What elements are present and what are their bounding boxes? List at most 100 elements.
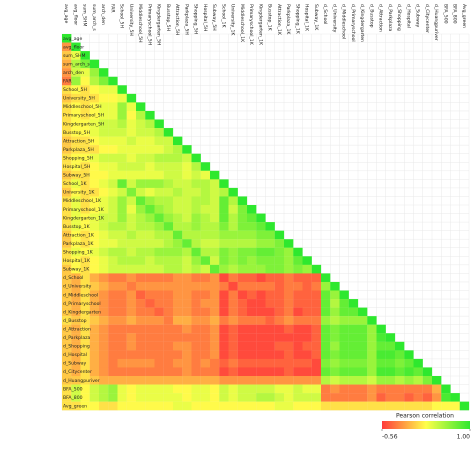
cell xyxy=(265,264,275,274)
cell xyxy=(89,59,100,69)
cell xyxy=(154,324,164,334)
cell xyxy=(163,162,174,171)
cell xyxy=(376,401,386,411)
cell xyxy=(182,145,192,154)
cell xyxy=(321,333,331,342)
cell xyxy=(321,324,331,334)
column-label: BFA_800 xyxy=(452,4,458,24)
cell xyxy=(117,153,127,163)
cell xyxy=(89,401,100,411)
cell xyxy=(62,162,72,171)
cell xyxy=(237,341,248,351)
cell xyxy=(348,401,359,411)
cell xyxy=(154,128,164,137)
cell xyxy=(191,213,201,223)
cell xyxy=(191,170,201,180)
cell xyxy=(265,324,275,334)
cell xyxy=(89,76,100,86)
cell xyxy=(256,324,266,334)
cell xyxy=(62,376,72,385)
cell xyxy=(163,239,174,248)
cell xyxy=(126,213,137,223)
cell xyxy=(154,350,164,359)
cell xyxy=(302,316,312,325)
cell xyxy=(62,384,72,394)
cell xyxy=(210,393,220,402)
row-label: Subway_1K xyxy=(63,267,90,273)
cell xyxy=(182,222,192,231)
cell xyxy=(358,367,368,377)
cell xyxy=(237,299,248,308)
cell xyxy=(321,307,331,317)
cell xyxy=(117,239,127,248)
column-label: d_Primaryschool xyxy=(350,4,356,42)
cell xyxy=(80,213,90,223)
cell xyxy=(182,333,192,342)
cell xyxy=(173,358,183,368)
cell xyxy=(117,273,127,283)
cell xyxy=(62,59,72,69)
cell xyxy=(210,222,220,231)
cell xyxy=(80,230,90,240)
row-label: Busstop_1K xyxy=(63,224,91,230)
cell xyxy=(163,230,174,240)
cell xyxy=(200,187,211,197)
cell xyxy=(173,393,183,402)
row-label: d_Busstop xyxy=(63,318,87,324)
cell xyxy=(126,384,137,394)
cell xyxy=(210,290,220,300)
cell xyxy=(99,76,109,86)
cell xyxy=(154,230,164,240)
cell xyxy=(62,393,72,402)
cell xyxy=(117,230,127,240)
cell xyxy=(136,239,146,248)
cell xyxy=(62,213,72,223)
cell xyxy=(358,376,368,385)
cell xyxy=(311,358,322,368)
cell xyxy=(284,376,294,385)
cell xyxy=(265,393,275,402)
cell xyxy=(99,85,109,94)
cell xyxy=(62,273,72,283)
cell xyxy=(256,273,266,283)
cell xyxy=(348,350,359,359)
cell xyxy=(247,299,257,308)
cell xyxy=(339,290,349,300)
cell xyxy=(311,290,322,300)
cell xyxy=(136,256,146,265)
cell xyxy=(191,281,201,291)
cell xyxy=(348,376,359,385)
cell xyxy=(256,264,266,274)
cell xyxy=(432,401,442,411)
cell xyxy=(404,401,414,411)
cell xyxy=(117,187,127,197)
cell xyxy=(330,358,340,368)
cell xyxy=(358,384,368,394)
cell xyxy=(274,341,285,351)
cell xyxy=(80,290,90,300)
cell xyxy=(200,256,211,265)
cell xyxy=(182,247,192,257)
column-label: Attraction_5H xyxy=(174,4,180,35)
cell xyxy=(163,187,174,197)
cell xyxy=(117,350,127,359)
cell xyxy=(237,205,248,214)
cell xyxy=(219,316,229,325)
cell xyxy=(422,376,433,385)
cell xyxy=(413,376,423,385)
column-label: Avg_green xyxy=(461,4,467,28)
cell xyxy=(173,281,183,291)
cell xyxy=(274,299,285,308)
cell xyxy=(62,205,72,214)
cell xyxy=(89,273,100,283)
cell xyxy=(200,196,211,206)
cell xyxy=(136,102,146,112)
cell xyxy=(163,128,174,137)
row-label: Parkplaza_5H xyxy=(63,147,94,153)
cell xyxy=(80,367,90,377)
cell xyxy=(108,76,118,86)
cell xyxy=(99,213,109,223)
cell xyxy=(163,136,174,146)
cell xyxy=(80,51,90,60)
cell xyxy=(99,324,109,334)
